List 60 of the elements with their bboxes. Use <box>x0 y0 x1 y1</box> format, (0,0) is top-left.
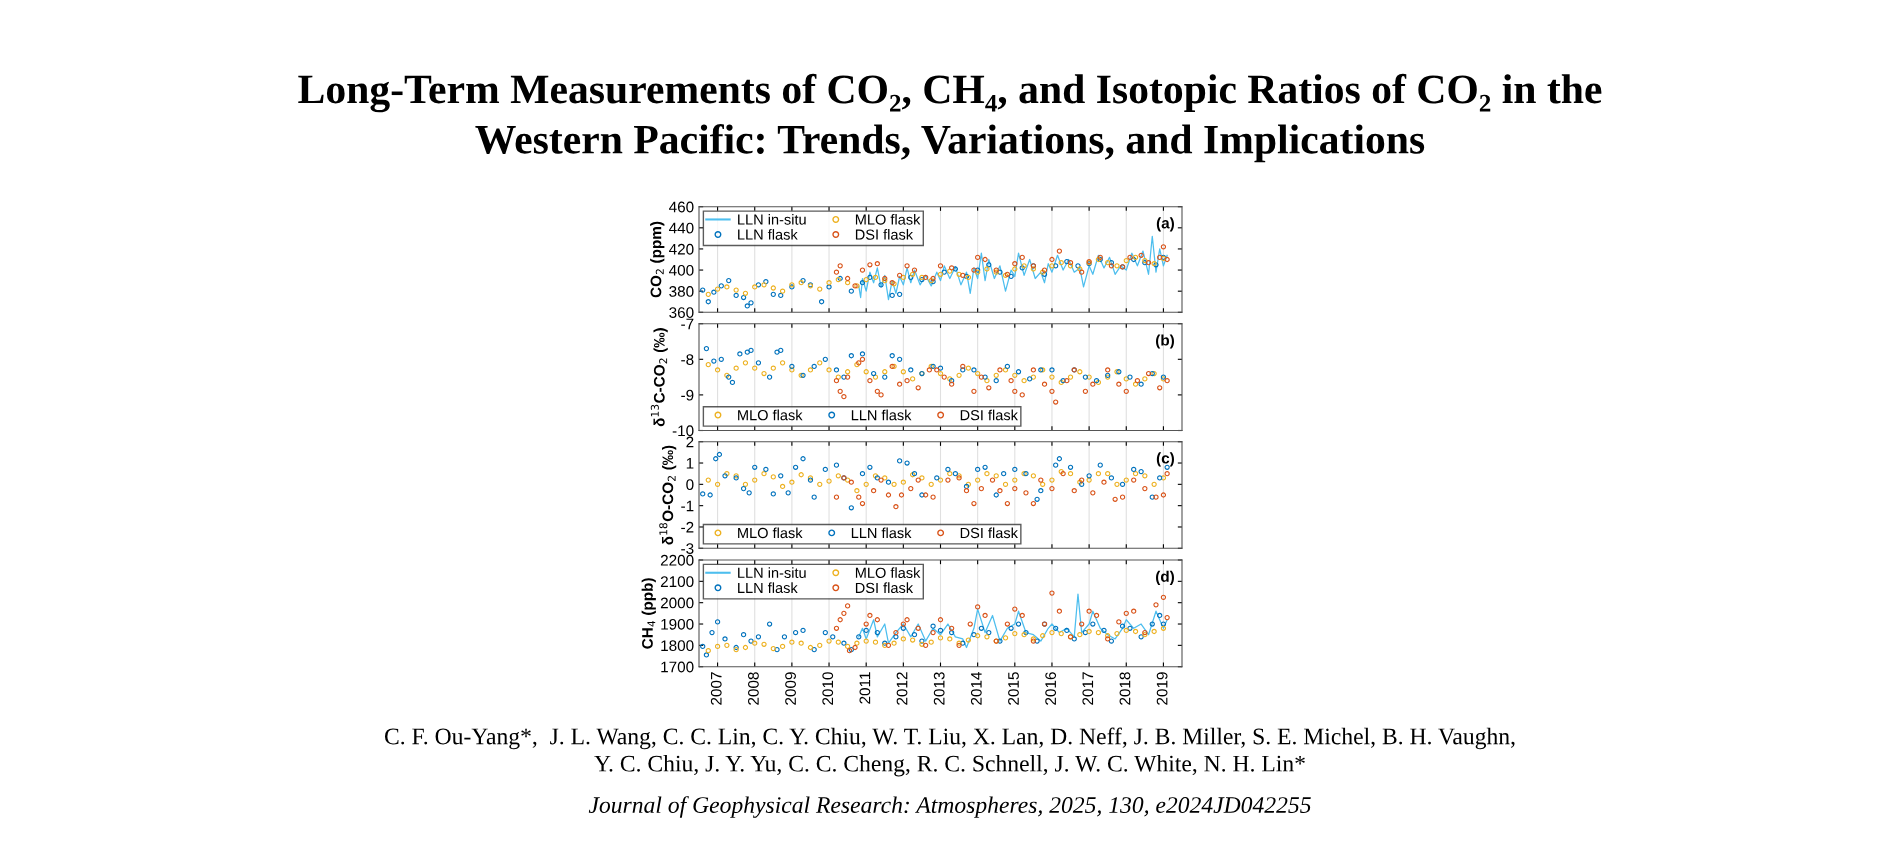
chart-title: Long-Term Measurements of CO₂, CH₄, and Isotopic Ratios of CO₂ in the Western Pacific: Trends, Variations, and Implications <box>298 73 1602 163</box>
y-tick-label: -3 <box>681 543 694 554</box>
annotation: (c) <box>1156 452 1174 467</box>
y-axis-title: CH$_{4}$ (ppb) <box>641 578 656 649</box>
y-tick-label: 2000 <box>660 597 694 609</box>
legend-label: DSI flask <box>960 409 1018 421</box>
y-tick-label: 2 <box>686 436 694 448</box>
x-tick-label: 2008 <box>748 672 759 705</box>
y-tick-label: 1800 <box>661 640 694 652</box>
annotation: (d) <box>1156 570 1174 585</box>
y-tick-label: 1900 <box>661 618 694 630</box>
x-tick-label: 2015 <box>1008 672 1019 705</box>
x-tick-label: 2009 <box>785 672 796 705</box>
legend-label: LLN flask <box>851 527 912 539</box>
y-tick-label: -7 <box>681 318 694 330</box>
y-tick-label: 440 <box>669 222 694 234</box>
legend-label: LLN flask <box>738 229 798 240</box>
x-tick-label: 2017 <box>1082 672 1094 705</box>
y-tick-label: 1700 <box>661 661 694 673</box>
y-tick-label: 380 <box>669 286 694 297</box>
y-tick-label: 460 <box>669 201 694 213</box>
y-tick-label: -10 <box>672 425 694 437</box>
y-tick-label: -1 <box>681 500 694 512</box>
y-axis-title: δ$^{18}$O-CO$_{2}$ (‰) <box>659 445 677 545</box>
legend-label: DSI flask <box>855 229 914 240</box>
y-tick-label: 2100 <box>660 576 694 588</box>
legend-label: MLO flask <box>855 567 921 578</box>
y-tick-label: -2 <box>681 521 694 533</box>
x-tick-label: 2013 <box>933 672 945 705</box>
y-tick-label: 1 <box>686 458 694 469</box>
x-tick-label: 2018 <box>1119 672 1131 705</box>
text: LLN flask <box>738 582 798 594</box>
text: Journal of Geophysical Research: Atmospheres, 2025, 130, e2024JD042255 <box>588 796 1311 818</box>
annotation: (b) <box>1156 334 1174 349</box>
x-tick-label: 2019 <box>1156 672 1168 705</box>
y-tick-label: 420 <box>669 243 694 255</box>
legend-label: LLN in-situ <box>738 213 806 225</box>
annotation: (a) <box>1156 217 1174 232</box>
x-tick-label: 2012 <box>896 672 908 705</box>
legend-label: LLN in-situ <box>738 567 806 578</box>
x-tick-label: 2016 <box>1045 672 1057 705</box>
x-tick-label: 2011 <box>859 672 871 704</box>
legend-label: DSI flask <box>960 527 1018 539</box>
legend-label: MLO flask <box>738 527 803 539</box>
y-tick-label: 400 <box>669 264 694 276</box>
x-tick-label: 2007 <box>710 672 722 705</box>
y-axis-title: CO$_{2}$ (ppm) <box>650 221 665 298</box>
y-axis-title: δ$^{13}$C-CO$_{2}$ (‰) <box>650 328 668 427</box>
x-tick-label: 2010 <box>822 672 834 705</box>
x-tick-label: 2014 <box>970 672 982 705</box>
legend-label: DSI flask <box>855 582 914 594</box>
y-tick-label: 360 <box>669 307 694 318</box>
y-tick-label: -8 <box>681 354 694 365</box>
y-tick-label: 2200 <box>660 554 694 566</box>
y-tick-label: 0 <box>686 479 694 491</box>
legend-label: MLO flask <box>855 213 921 225</box>
legend-label: MLO flask <box>738 409 803 421</box>
y-tick-label: -9 <box>681 389 694 401</box>
text: C. F. Ou-Yang*, J. L. Wang, C. C. Lin, C. Y. Chiu, W. T. Liu, X. Lan, D. Neff, J. B. Miller, S. E. Michel, B. H. Vaughn, Y. C. Chiu, J. Y. Yu, C. C. Cheng, R. C. Schnell, J. W. C. White, N. H. Lin* <box>384 727 1515 777</box>
legend-label: LLN flask <box>851 409 912 421</box>
